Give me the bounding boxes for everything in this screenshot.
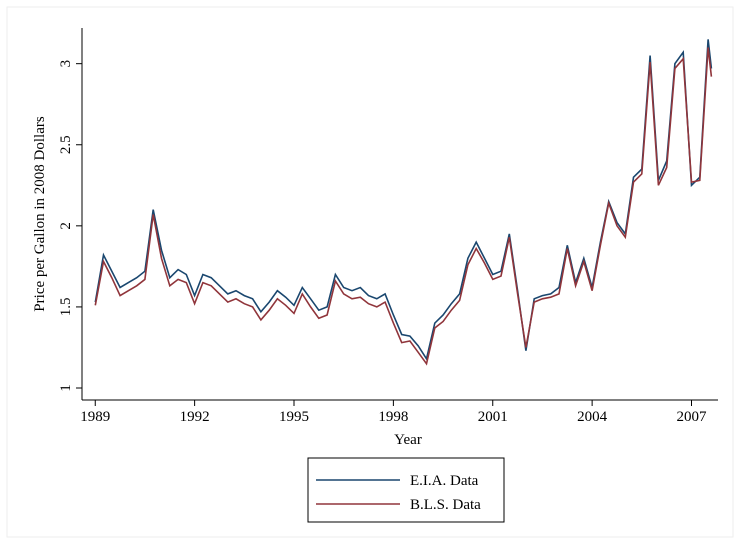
x-tick-label: 1998 xyxy=(378,409,408,425)
y-tick-label: 1.5 xyxy=(58,298,74,317)
background xyxy=(6,6,734,538)
legend-label: E.I.A. Data xyxy=(410,473,479,489)
x-tick-label: 2001 xyxy=(478,409,508,425)
x-tick-label: 1989 xyxy=(80,409,110,425)
y-tick-label: 2 xyxy=(58,222,74,230)
series-line xyxy=(94,39,713,361)
x-axis-title: Year xyxy=(394,432,422,448)
x-tick-label: 2004 xyxy=(577,409,608,425)
x-tick-label: 1992 xyxy=(180,409,210,425)
x-tick-label: 1995 xyxy=(279,409,309,425)
series-line xyxy=(94,47,713,366)
legend-label: B.L.S. Data xyxy=(410,497,481,513)
y-tick-label: 1 xyxy=(58,384,74,392)
y-tick-label: 3 xyxy=(58,60,74,68)
y-tick-label: 2.5 xyxy=(58,135,74,154)
legend xyxy=(307,457,505,523)
x-tick-label: 2007 xyxy=(677,409,708,425)
y-axis-title: Price per Gallon in 2008 Dollars xyxy=(32,116,48,312)
